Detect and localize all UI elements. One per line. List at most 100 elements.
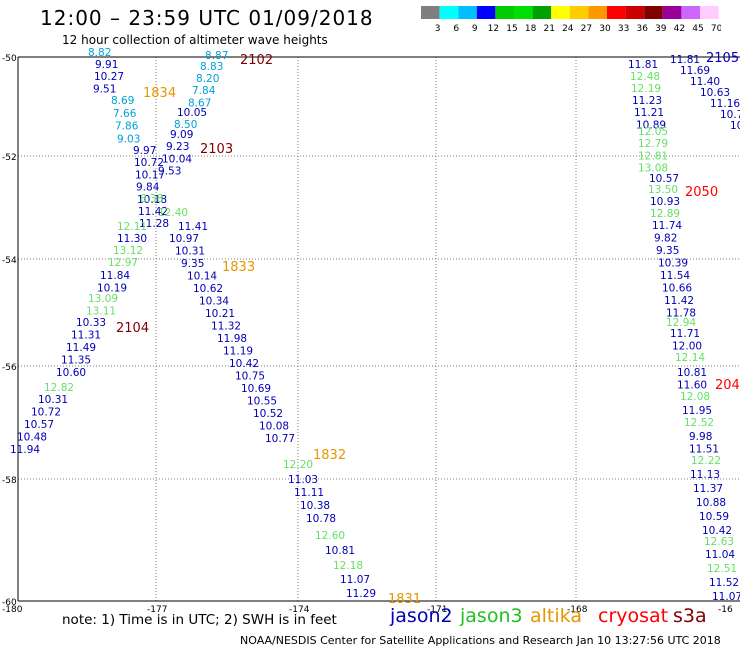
wave-height-value: 11.84 xyxy=(100,270,130,282)
wave-height-value: 12.52 xyxy=(684,417,714,429)
colorbar-swatch xyxy=(476,6,496,19)
wave-height-value: 12.20 xyxy=(283,459,313,471)
wave-height-value: 12.11 xyxy=(117,221,147,233)
legend-s3a: s3a xyxy=(673,605,707,627)
wave-height-value: 9.53 xyxy=(158,166,181,178)
pass-time-labels: 2102 1834 2103 1833 2104 1832 1831 2105 2050 204 xyxy=(116,51,740,607)
wave-height-value: 10.88 xyxy=(696,497,726,509)
wave-height-value: 8.83 xyxy=(200,61,223,73)
wave-height-value: 11.37 xyxy=(693,483,723,495)
wave-height-value: 11.07 xyxy=(340,574,370,586)
colorbar-tick: 70 xyxy=(711,24,721,33)
wave-height-value: 11.41 xyxy=(178,221,208,233)
wave-height-value: 13.50 xyxy=(648,184,678,196)
wave-height-value: 8.87 xyxy=(205,50,228,62)
wave-height-value: 10.31 xyxy=(175,246,205,258)
wave-height-value: 9.98 xyxy=(689,431,712,443)
legend-altika: altika xyxy=(530,605,582,627)
wave-height-value: 11.07 xyxy=(712,591,740,603)
wave-height-value: 11.28 xyxy=(139,218,169,230)
lat-label: -56 xyxy=(2,363,17,373)
lon-label: -16 xyxy=(718,605,733,615)
wave-height-value: 11.40 xyxy=(690,76,720,88)
colorbar-swatch xyxy=(681,6,700,19)
wave-height-value: 13.12 xyxy=(113,245,143,257)
lon-label: -171 xyxy=(427,605,447,615)
wave-height-value: 10.34 xyxy=(199,296,229,308)
wave-height-value: 11.29 xyxy=(346,588,376,600)
colorbar-swatch xyxy=(532,6,552,19)
wave-height-value: 9.97 xyxy=(133,145,156,157)
legend-jason2: jason2 xyxy=(390,605,453,627)
wave-height-value: 12.22 xyxy=(691,455,721,467)
colorbar-tick: 24 xyxy=(562,24,574,33)
lat-label: -54 xyxy=(2,256,17,266)
colorbar-tick: 9 xyxy=(472,24,478,33)
pass-time-label: 2105 xyxy=(706,51,739,66)
wave-height-value: 9.51 xyxy=(93,83,116,95)
wave-height-value: 11.21 xyxy=(634,107,664,119)
wave-height-value: 9.35 xyxy=(181,258,204,270)
wave-height-value: 7.84 xyxy=(192,85,216,97)
lat-label: -60 xyxy=(2,598,17,608)
pass-time-label: 1834 xyxy=(143,86,176,101)
wave-height-value: 9.91 xyxy=(95,59,118,71)
lon-label: -168 xyxy=(567,605,588,615)
wave-height-value: 10.75 xyxy=(235,371,265,383)
wave-height-value: 11.03 xyxy=(288,474,318,486)
wave-height-value: 12.63 xyxy=(704,536,734,548)
wave-height-value: 10.7 xyxy=(720,109,740,121)
wave-height-value: 10.05 xyxy=(177,107,207,119)
wave-height-value: 11.95 xyxy=(682,405,712,417)
colorbar-tick: 30 xyxy=(599,24,611,33)
wave-height-value: 10.62 xyxy=(193,283,223,295)
wave-height-value: 12.82 xyxy=(44,382,74,394)
lon-label: -177 xyxy=(147,605,167,615)
wave-height-value: 10.66 xyxy=(662,283,692,295)
wave-height-value: 10.42 xyxy=(229,358,259,370)
wave-height-value: 10.19 xyxy=(97,283,127,295)
wave-height-value: 12.40 xyxy=(158,207,188,219)
wave-height-value: 10.18 xyxy=(137,194,167,206)
wave-height-value: 10.55 xyxy=(247,396,277,408)
wave-height-value: 10 xyxy=(730,120,740,132)
wave-height-value: 11.60 xyxy=(677,380,707,392)
colorbar-swatch xyxy=(662,6,682,19)
wave-height-value: 8.50 xyxy=(174,119,197,131)
wave-height-value: 13.09 xyxy=(88,293,118,305)
colorbar-swatch xyxy=(644,6,663,19)
colorbar-tick: 45 xyxy=(692,24,703,33)
colorbar-swatch xyxy=(700,6,719,19)
graticule xyxy=(18,57,740,601)
wave-height-value: 12.81 xyxy=(638,150,668,162)
colorbar-tick: 6 xyxy=(453,24,459,33)
wave-height-value: 11.51 xyxy=(689,444,719,456)
wave-height-values: 8.829.9110.279.518.697.667.869.039.9710.… xyxy=(10,47,740,603)
wave-height-value: 11.19 xyxy=(223,346,253,358)
wave-height-value: 12.00 xyxy=(672,341,702,353)
wave-height-value: 10.04 xyxy=(162,153,192,165)
wave-height-value: 11.81 xyxy=(670,54,700,66)
wave-height-value: 12.60 xyxy=(315,530,345,542)
wave-height-value: 11.71 xyxy=(670,328,700,340)
wave-height-value: 12.19 xyxy=(631,83,661,95)
wave-height-value: 10.57 xyxy=(649,173,679,185)
wave-height-value: 11.42 xyxy=(664,295,694,307)
map-subtitle: 12 hour collection of altimeter wave hei… xyxy=(62,33,328,47)
wave-height-value: 11.54 xyxy=(660,270,690,282)
wave-height-value: 8.20 xyxy=(196,73,219,85)
wave-height-value: 12.89 xyxy=(650,208,680,220)
pass-time-label: 2104 xyxy=(116,321,149,336)
wave-height-value: 10.72 xyxy=(31,407,61,419)
wave-height-value: 12.94 xyxy=(666,317,696,329)
wave-height-value: 11.74 xyxy=(652,220,682,232)
wave-height-value: 10.81 xyxy=(325,545,355,557)
wave-height-value: 10.57 xyxy=(24,419,54,431)
wave-height-value: 9.84 xyxy=(136,182,160,194)
colorbar-tick: 39 xyxy=(655,24,667,33)
wave-height-value: 10.08 xyxy=(259,421,289,433)
wave-height-value: 11.94 xyxy=(10,444,40,456)
wave-height-value: 10.72 xyxy=(134,157,164,169)
wave-height-value: 11.81 xyxy=(628,59,658,71)
credit-line: NOAA/NESDIS Center for Satellite Applica… xyxy=(240,634,721,647)
